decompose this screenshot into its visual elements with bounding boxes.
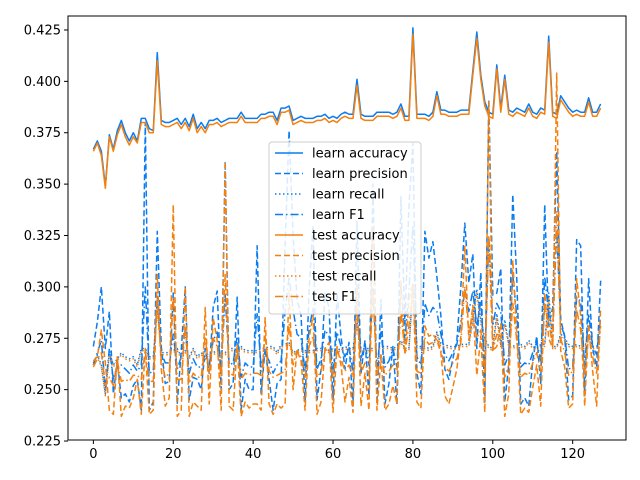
series-layer [92, 27, 602, 418]
y-tick-label: 0.350 [24, 178, 61, 193]
legend-label-learn-recall: learn recall [312, 188, 384, 203]
legend-box [268, 141, 422, 315]
series-line-test-f1 [92, 210, 602, 387]
series-line-test-precision [92, 72, 602, 418]
y-tick-label: 0.300 [24, 280, 61, 295]
x-tick-label: 0 [89, 447, 97, 462]
series-line-learn-precision [92, 99, 602, 411]
x-tick-label: 40 [245, 447, 262, 462]
legend-label-test-f1: test F1 [312, 290, 357, 305]
y-tick-label: 0.225 [24, 435, 61, 450]
y-tick-label: 0.325 [24, 229, 61, 244]
x-tick-label: 60 [325, 447, 342, 462]
y-tick-label: 0.250 [24, 383, 61, 398]
y-tick-label: 0.425 [24, 23, 61, 38]
series-line-test-recall [92, 288, 602, 397]
legend: learn accuracy learn precision learn recal… [268, 141, 422, 315]
y-tick-label: 0.275 [24, 332, 61, 347]
plot-frame [67, 15, 627, 441]
x-tick-label: 120 [560, 447, 585, 462]
legend-label-learn-f1: learn F1 [312, 208, 365, 223]
y-tick-label: 0.375 [24, 126, 61, 141]
x-tick-label: 80 [405, 447, 422, 462]
legend-label-test-accuracy: test accuracy [312, 229, 400, 244]
series-line-learn-accuracy [92, 27, 602, 187]
x-axis: 0 20 40 60 80 100 120 [89, 440, 585, 462]
y-tick-label: 0.400 [24, 75, 61, 90]
series-line-test-accuracy [92, 33, 602, 189]
y-axis: 0.225 0.250 0.275 0.300 0.325 0.350 0.375 0.400… [24, 23, 68, 450]
legend-label-learn-precision: learn precision [312, 167, 408, 182]
legend-label-test-recall: test recall [312, 270, 377, 285]
x-tick-label: 100 [480, 447, 505, 462]
legend-label-learn-accuracy: learn accuracy [312, 147, 408, 162]
x-tick-label: 20 [165, 447, 182, 462]
legend-label-test-precision: test precision [312, 249, 400, 264]
